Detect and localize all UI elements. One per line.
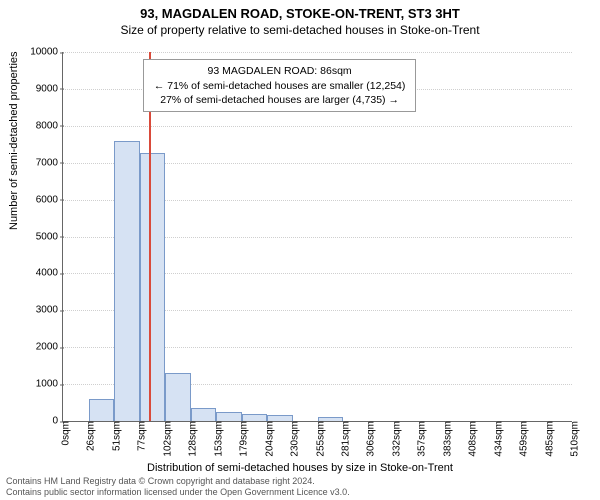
annotation-line: 93 MAGDALEN ROAD: 86sqm [154, 64, 406, 78]
y-tick-label: 3000 [36, 305, 63, 316]
y-tick-label: 9000 [36, 83, 63, 94]
histogram-bar [191, 408, 216, 421]
x-tick-label: 408sqm [462, 421, 479, 457]
plot-area: 0100020003000400050006000700080009000100… [62, 52, 572, 422]
y-tick-label: 1000 [36, 379, 63, 390]
x-tick-label: 0sqm [55, 421, 72, 445]
x-tick-label: 281sqm [334, 421, 351, 457]
x-tick-label: 306sqm [360, 421, 377, 457]
x-tick-label: 230sqm [284, 421, 301, 457]
x-tick-label: 77sqm [131, 421, 148, 451]
x-tick-label: 485sqm [538, 421, 555, 457]
y-tick-label: 8000 [36, 120, 63, 131]
y-tick-label: 6000 [36, 194, 63, 205]
x-tick-label: 383sqm [436, 421, 453, 457]
annotation-line: ← 71% of semi-detached houses are smalle… [154, 79, 406, 93]
x-tick-label: 434sqm [487, 421, 504, 457]
x-axis-label: Distribution of semi-detached houses by … [0, 462, 600, 474]
annotation-box: 93 MAGDALEN ROAD: 86sqm← 71% of semi-det… [143, 59, 417, 112]
x-tick-label: 255sqm [309, 421, 326, 457]
y-axis-label: Number of semi-detached properties [8, 51, 20, 230]
footer-line-2: Contains public sector information licen… [6, 487, 350, 498]
gridline [63, 126, 572, 127]
chart-container: 93, MAGDALEN ROAD, STOKE-ON-TRENT, ST3 3… [0, 0, 600, 500]
y-tick-label: 10000 [30, 47, 63, 58]
histogram-bar [216, 412, 242, 421]
x-tick-label: 179sqm [233, 421, 250, 457]
y-tick-label: 4000 [36, 268, 63, 279]
histogram-bar [140, 153, 165, 421]
chart-subtitle: Size of property relative to semi-detach… [0, 21, 600, 37]
x-tick-label: 102sqm [156, 421, 173, 457]
y-tick-label: 5000 [36, 231, 63, 242]
chart-title: 93, MAGDALEN ROAD, STOKE-ON-TRENT, ST3 3… [0, 0, 600, 21]
x-tick-label: 357sqm [411, 421, 428, 457]
y-tick-label: 7000 [36, 157, 63, 168]
x-tick-label: 510sqm [564, 421, 581, 457]
histogram-bar [114, 141, 140, 421]
x-tick-label: 128sqm [182, 421, 199, 457]
annotation-line: 27% of semi-detached houses are larger (… [154, 93, 406, 107]
footer-line-1: Contains HM Land Registry data © Crown c… [6, 476, 350, 487]
histogram-bar [165, 373, 191, 421]
x-tick-label: 204sqm [258, 421, 275, 457]
x-tick-label: 332sqm [385, 421, 402, 457]
x-tick-label: 459sqm [513, 421, 530, 457]
histogram-bar [89, 399, 114, 421]
x-tick-label: 26sqm [80, 421, 97, 451]
gridline [63, 52, 572, 53]
x-tick-label: 51sqm [105, 421, 122, 451]
x-tick-label: 153sqm [207, 421, 224, 457]
footer-attribution: Contains HM Land Registry data © Crown c… [6, 476, 350, 498]
histogram-bar [242, 414, 267, 421]
y-tick-label: 2000 [36, 342, 63, 353]
